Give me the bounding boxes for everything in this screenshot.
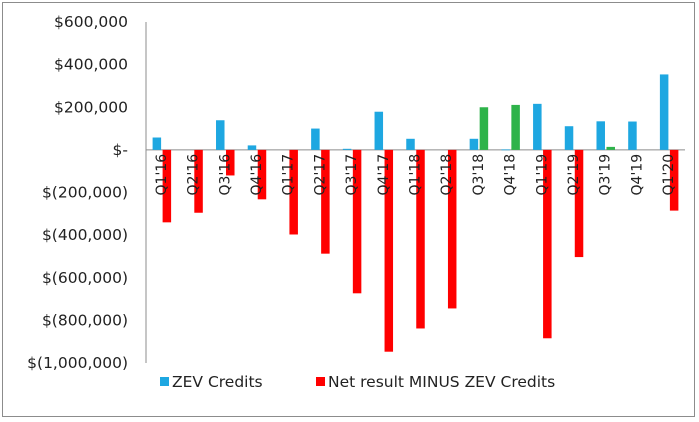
bar xyxy=(511,104,520,150)
bar xyxy=(606,146,615,150)
bar xyxy=(628,121,637,150)
y-tick-label: $(1,000,000) xyxy=(27,354,128,372)
bar xyxy=(321,149,330,254)
bar xyxy=(596,121,605,150)
bar xyxy=(374,111,384,150)
bar xyxy=(352,149,362,294)
legend-label-net-result: Net result MINUS ZEV Credits xyxy=(328,373,555,391)
bar xyxy=(342,148,352,150)
bar xyxy=(659,74,669,150)
x-tick-label: Q3'18 xyxy=(471,154,487,196)
bar xyxy=(162,149,172,223)
bar xyxy=(574,149,584,258)
x-tick-label: Q3'17 xyxy=(344,154,360,196)
bar xyxy=(216,120,225,150)
legend: ZEV Credits Net result MINUS ZEV Credits xyxy=(160,373,555,391)
y-tick-label: $(200,000) xyxy=(42,184,128,202)
x-tick-label: Q1'20 xyxy=(661,154,677,196)
x-tick-label: Q4'16 xyxy=(249,154,265,196)
bar xyxy=(501,149,510,151)
y-tick-label: $(400,000) xyxy=(42,226,128,244)
y-axis-tick-labels: $600,000 $400,000 $200,000 $- $(200,000) $(40… xyxy=(27,13,128,372)
bar xyxy=(406,138,415,150)
bar xyxy=(469,138,479,150)
y-tick-label: $- xyxy=(113,141,128,159)
bar xyxy=(311,128,320,150)
y-tick-label: $400,000 xyxy=(54,56,128,74)
bar xyxy=(194,149,203,213)
bar xyxy=(257,149,267,200)
legend-swatch-zev-credits xyxy=(160,377,169,386)
bar xyxy=(479,107,489,150)
bar xyxy=(289,149,298,235)
bar-chart: $600,000 $400,000 $200,000 $- $(200,000) $(40… xyxy=(27,13,685,391)
y-tick-label: $(800,000) xyxy=(42,311,128,329)
x-tick-label: Q4'17 xyxy=(376,154,392,196)
x-tick-label: Q1'17 xyxy=(281,154,297,196)
x-tick-label: Q2'18 xyxy=(439,154,455,196)
bar xyxy=(416,149,425,329)
chart-frame: $600,000 $400,000 $200,000 $- $(200,000) $(40… xyxy=(2,2,695,417)
bar xyxy=(564,126,574,150)
x-tick-label: Q3'16 xyxy=(217,154,233,196)
bar xyxy=(226,149,235,176)
legend-label-zev-credits: ZEV Credits xyxy=(172,373,263,391)
y-tick-label: $(600,000) xyxy=(42,269,128,287)
legend-swatch-net-result xyxy=(316,377,325,386)
x-tick-label: Q3'19 xyxy=(598,154,614,196)
bar xyxy=(669,149,679,211)
y-tick-label: $600,000 xyxy=(54,13,128,31)
x-tick-label: Q1'19 xyxy=(534,154,550,196)
bar xyxy=(247,145,257,150)
bar xyxy=(543,149,552,339)
y-tick-label: $200,000 xyxy=(54,98,128,116)
x-axis-tick-labels: Q1'16 Q2'16 Q3'16 Q4'16 Q1'17 Q2'17 Q3'17 Q4'17… xyxy=(154,154,677,196)
bar xyxy=(533,103,542,150)
x-tick-label: Q2'17 xyxy=(312,154,328,196)
bars-group xyxy=(152,74,679,352)
x-tick-label: Q4'18 xyxy=(503,154,519,196)
x-tick-label: Q4'19 xyxy=(629,154,645,196)
x-tick-label: Q1'16 xyxy=(154,154,170,196)
x-tick-label: Q1'18 xyxy=(408,154,424,196)
bar xyxy=(447,149,457,309)
x-tick-label: Q2'19 xyxy=(566,154,582,196)
x-tick-label: Q2'16 xyxy=(186,154,202,196)
bar xyxy=(384,149,394,352)
bar xyxy=(152,137,162,150)
